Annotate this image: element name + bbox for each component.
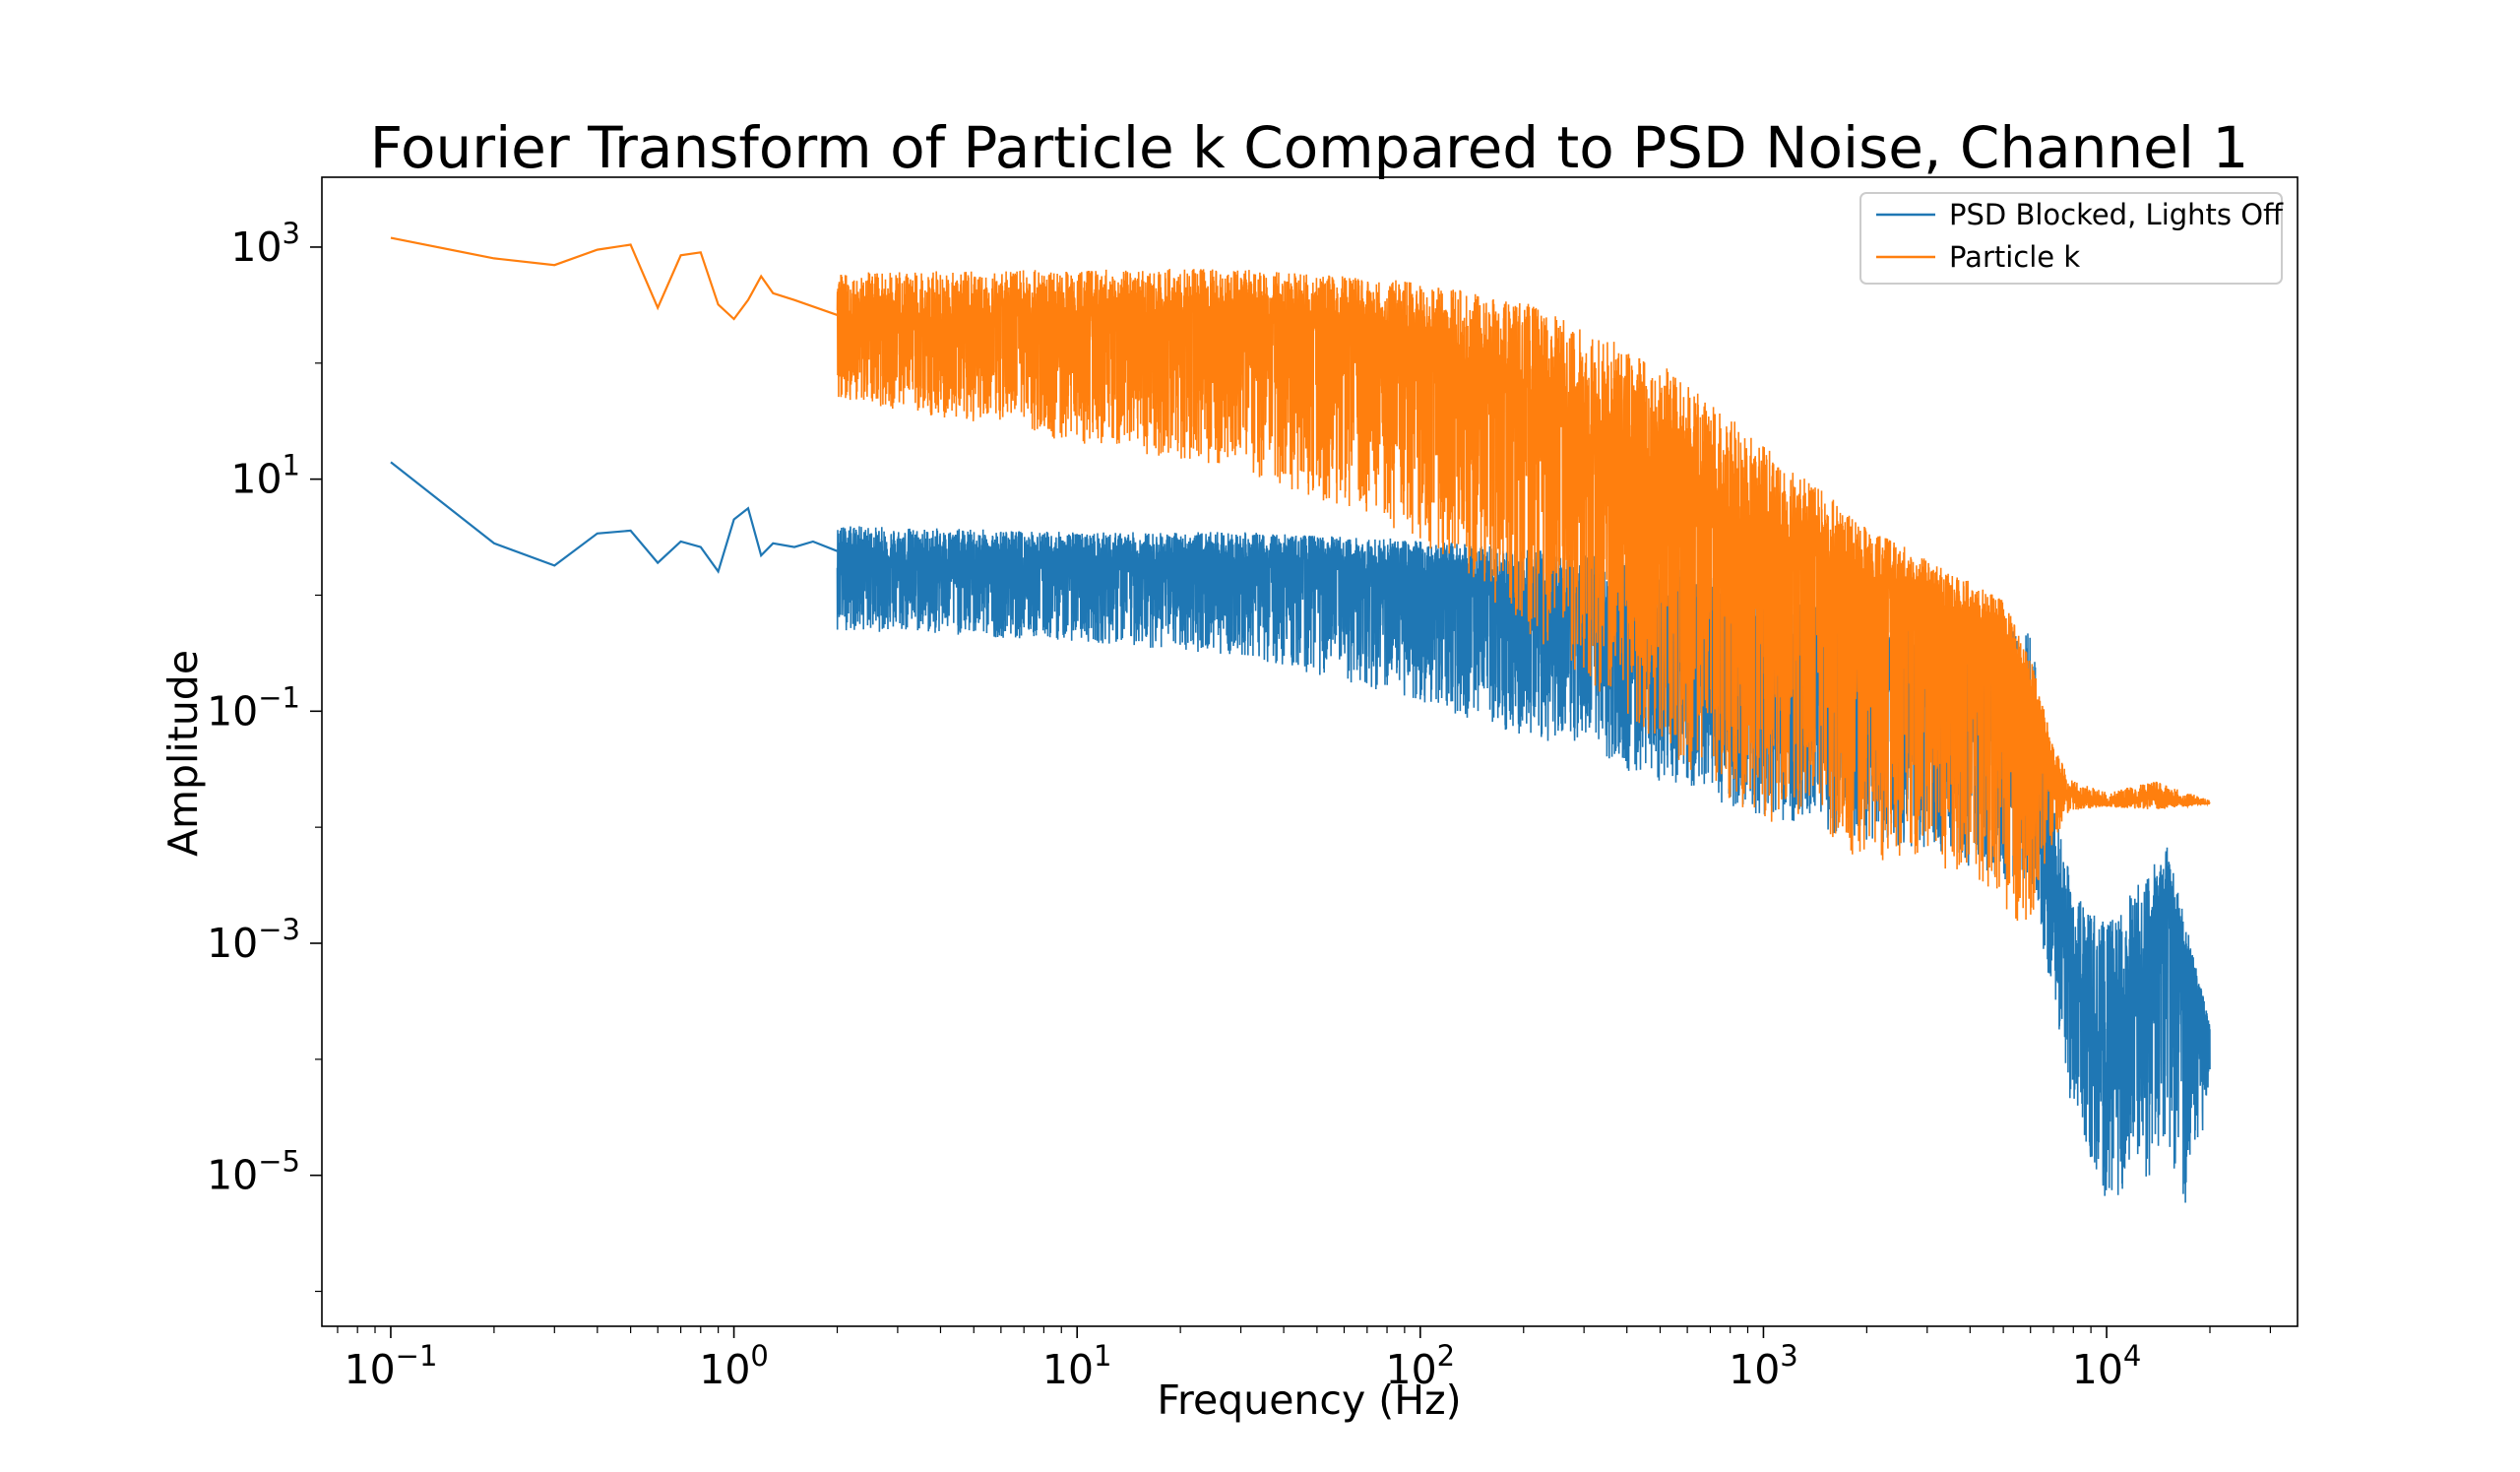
- x-tick-label: 103: [1729, 1339, 1798, 1393]
- y-axis-label: Amplitude: [159, 650, 207, 857]
- x-axis-label: Frequency (Hz): [1157, 1376, 1461, 1424]
- x-tick-label: 100: [699, 1339, 769, 1393]
- y-tick-label: 10−3: [207, 913, 300, 967]
- plot-frame: [321, 176, 2299, 1327]
- y-tick-label: 10−1: [207, 680, 300, 735]
- chart-title: Fourier Transform of Particle k Compared…: [370, 114, 2249, 181]
- x-tick-label: 10−1: [344, 1339, 437, 1393]
- y-tick-label: 103: [230, 217, 300, 271]
- series-layer: [390, 236, 2211, 1203]
- x-tick-label: 102: [1386, 1339, 1456, 1393]
- legend-box: [1859, 192, 2283, 285]
- y-tick-label: 10−5: [207, 1145, 300, 1199]
- series-noise-trace: [836, 269, 2211, 922]
- legend-label-particle: Particle k: [1949, 240, 2080, 274]
- legend-label-psd: PSD Blocked, Lights Off: [1949, 198, 2284, 231]
- series-line: [390, 236, 838, 321]
- x-axis-ticks: 10−1 100 101 102 103 104: [337, 1326, 2271, 1393]
- series-particle-k: [390, 236, 2211, 922]
- y-axis-ticks: 10−5 10−3 10−1 101 103: [207, 217, 322, 1293]
- series-line: [390, 461, 838, 574]
- y-tick-label: 101: [230, 449, 300, 503]
- x-tick-label: 104: [2072, 1339, 2142, 1393]
- x-tick-label: 101: [1042, 1339, 1112, 1393]
- legend: PSD Blocked, Lights Off Particle k: [1859, 192, 2284, 285]
